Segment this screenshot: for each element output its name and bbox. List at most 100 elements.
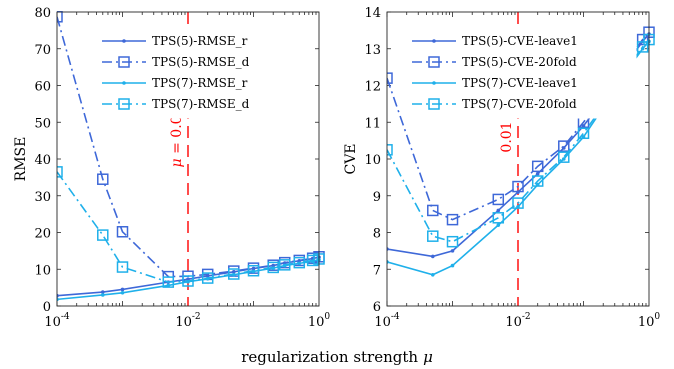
data-point <box>531 160 544 173</box>
data-point <box>492 193 505 206</box>
legend-box <box>405 27 637 119</box>
data-point <box>450 263 455 268</box>
data-point <box>496 223 501 227</box>
data-point <box>100 293 105 297</box>
legend-label: TPS(5)-RMSE_d <box>152 55 250 69</box>
x-tick-base: 10 <box>175 315 192 330</box>
data-point <box>558 151 570 163</box>
reference-line-value: = 0.01 <box>169 107 185 159</box>
reference-line-label: μ = 0.01 <box>169 107 185 168</box>
x-tick-base: 10 <box>44 315 61 330</box>
data-point <box>577 127 590 140</box>
data-point <box>531 175 544 187</box>
legend: TPS(5)-CVE-leave1 TPS(5)-CVE-20fold TPS(7)… <box>405 27 637 119</box>
y-tick-label: 80 <box>34 6 51 21</box>
reference-line-label: 0.01 <box>499 121 515 152</box>
legend-swatch-marker <box>122 81 126 85</box>
y-tick-label: 12 <box>364 80 381 95</box>
axes-frame <box>386 11 650 307</box>
data-point <box>57 11 63 23</box>
legend-label: TPS(7)-RMSE_d <box>152 97 250 111</box>
y-tick-label: 13 <box>364 43 381 58</box>
x-tick-label: 100 <box>308 312 331 330</box>
y-tick-label: 10 <box>364 153 381 168</box>
data-point <box>267 261 279 274</box>
data-point <box>247 264 260 277</box>
legend-swatch-marker <box>118 56 130 68</box>
data-point <box>558 140 570 152</box>
y-tick-label: 70 <box>34 43 51 58</box>
data-point <box>116 261 129 273</box>
data-point <box>293 256 306 269</box>
legend-swatch-marker <box>118 98 130 110</box>
legend-swatch-marker <box>432 39 436 43</box>
x-tick-label: 10-4 <box>44 312 70 330</box>
y-tick-label: 6 <box>373 300 381 315</box>
y-tick-label: 40 <box>34 153 51 168</box>
data-point <box>496 208 501 213</box>
data-point <box>120 287 125 292</box>
x-tick-base: 10 <box>638 315 655 330</box>
data-point <box>162 276 175 288</box>
x-tick-base: 10 <box>505 315 522 330</box>
legend-label: TPS(5)-CVE-leave1 <box>462 34 578 48</box>
legend-label: TPS(7)-RMSE_r <box>152 76 248 90</box>
data-point <box>166 283 171 288</box>
series-line <box>57 171 320 283</box>
x-tick-exponent: -2 <box>192 312 201 322</box>
data-point <box>306 254 319 267</box>
data-point <box>387 72 393 84</box>
series-line <box>57 16 320 278</box>
x-tick-exponent: -4 <box>391 312 400 322</box>
legend-label: TPS(5)-RMSE_r <box>152 34 248 48</box>
legend-label: TPS(7)-CVE-20fold <box>462 97 577 111</box>
data-point <box>512 180 524 193</box>
data-point <box>279 259 291 271</box>
data-point <box>228 268 240 280</box>
legend-box <box>95 27 301 119</box>
y-tick-label: 11 <box>364 116 381 131</box>
y-tick-label: 14 <box>364 6 381 21</box>
x-tick-label: 10-2 <box>505 312 530 330</box>
reference-line-symbol: μ <box>169 158 185 167</box>
data-point <box>512 197 524 209</box>
y-tick-label: 7 <box>373 263 381 278</box>
data-point <box>430 254 435 259</box>
x-tick-label: 10-4 <box>374 312 400 330</box>
data-point <box>120 290 125 295</box>
legend-label: TPS(7)-CVE-leave1 <box>462 76 578 90</box>
data-point <box>97 229 109 241</box>
y-tick-label: 10 <box>34 263 51 278</box>
x-tick-exponent: -2 <box>522 312 531 322</box>
y-tick-label: 9 <box>373 190 381 205</box>
data-point <box>636 41 649 53</box>
legend-swatch-marker <box>122 39 126 43</box>
data-point <box>427 204 439 217</box>
x-tick-base: 10 <box>308 315 325 330</box>
data-point <box>561 157 566 161</box>
legend-swatch-marker <box>428 98 440 110</box>
x-axis-label: regularization strength μ <box>241 348 433 366</box>
y-tick-label: 60 <box>34 80 51 95</box>
data-point <box>100 290 105 294</box>
y-axis-label: CVE <box>343 143 359 174</box>
data-point <box>201 272 214 284</box>
y-tick-label: 8 <box>373 227 381 242</box>
y-axis-label: RMSE <box>13 137 29 182</box>
axes-frame <box>56 11 320 307</box>
data-point <box>116 226 129 238</box>
x-axis-label-symbol: μ <box>423 348 433 366</box>
legend-swatch-marker <box>432 81 436 85</box>
data-point <box>450 249 455 253</box>
y-tick-label: 20 <box>34 227 51 242</box>
reference-line-value: 0.01 <box>499 121 515 152</box>
data-point <box>182 275 194 287</box>
data-point <box>535 171 540 176</box>
x-tick-label: 100 <box>638 312 661 330</box>
legend-swatch-marker <box>428 56 440 68</box>
data-point <box>57 166 63 178</box>
data-point <box>430 272 435 277</box>
